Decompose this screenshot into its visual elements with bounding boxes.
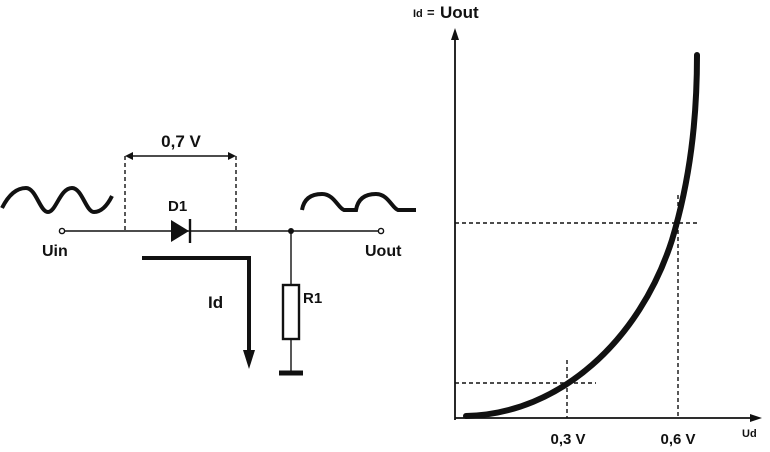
current-arrow-path — [142, 256, 251, 356]
x-axis-arrow — [750, 414, 762, 422]
input-terminal — [58, 227, 66, 235]
x-axis-label: Ud — [742, 428, 757, 440]
y-axis-label: Uout — [440, 3, 479, 22]
diode-label: D1 — [168, 198, 187, 215]
input-label: Uin — [42, 243, 68, 260]
output-label: Uout — [365, 243, 402, 260]
tick-label-low: 0,3 V — [550, 431, 585, 448]
current-arrow-head — [243, 350, 255, 369]
drop-arrow-right — [228, 152, 236, 160]
input-sine-wave — [0, 185, 114, 215]
tick-label-high: 0,6 V — [660, 431, 695, 448]
circuit — [0, 152, 416, 376]
y-axis-arrow — [451, 28, 459, 40]
diode-symbol — [171, 220, 189, 242]
output-terminal — [377, 227, 385, 235]
y-axis-prefix: Id — [413, 8, 423, 20]
voltage-drop-label: 0,7 V — [161, 132, 201, 151]
output-rectified-wave — [300, 191, 416, 212]
y-axis-equals: = — [427, 5, 435, 20]
resistor-label: R1 — [303, 290, 322, 307]
characteristic-graph — [451, 28, 762, 422]
resistor-r1 — [281, 283, 301, 341]
diode-characteristic-curve — [463, 52, 700, 419]
drop-arrow-left — [125, 152, 133, 160]
current-label: Id — [208, 293, 223, 312]
